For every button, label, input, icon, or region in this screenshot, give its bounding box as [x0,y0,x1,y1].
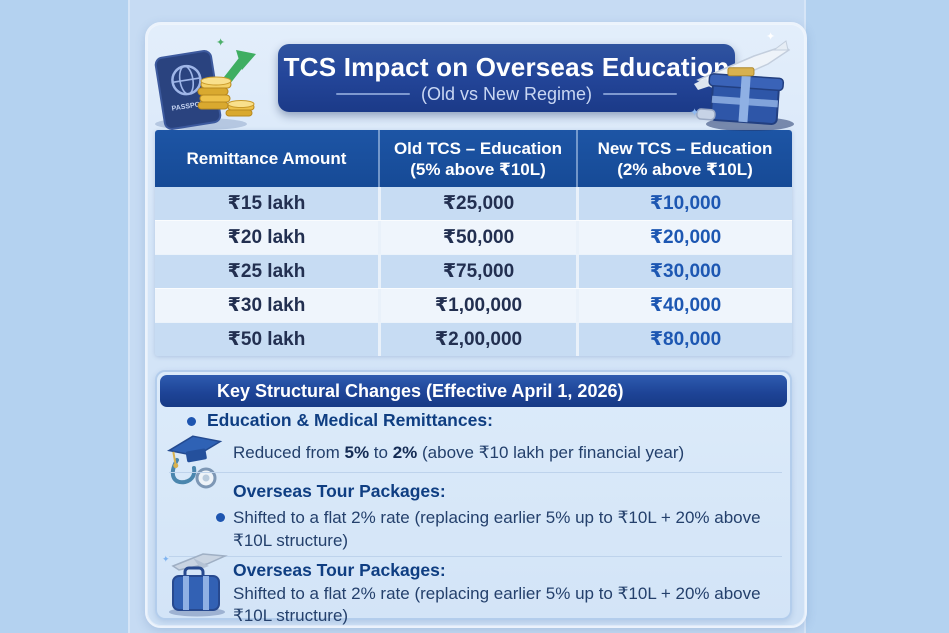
airplane-icon [171,553,228,571]
passport-coins-growth-arrow-icon: PASSPORT [154,50,256,130]
item1-old-rate: 5% [344,443,370,462]
cell-old-tcs: ₹1,00,000 [378,289,576,322]
cell-new-tcs: ₹10,000 [576,187,792,220]
cell-remittance: ₹50 lakh [227,329,306,350]
column-header-line: (5% above ₹10L) [410,159,546,179]
bullet-icon [187,417,196,426]
item1-new-rate: 2% [392,443,418,462]
table-row: ₹30 lakh ₹1,00,000 ₹40,000 [155,288,792,322]
key-changes-title: Key Structural Changes (Effective April … [217,380,624,401]
cell-remittance: ₹15 lakh [227,193,306,214]
cell-new-tcs: ₹80,000 [576,323,792,356]
key-structural-changes-box: Key Structural Changes (Effective April … [155,370,792,625]
column-header-line: (2% above ₹10L) [617,159,753,179]
page-title: TCS Impact on Overseas Education [283,51,730,82]
cell-old-tcs: ₹75,000 [378,255,576,288]
cell-new-tcs: ₹20,000 [576,221,792,254]
item1-text-part: (above ₹10 lakh per financial year) [417,443,685,462]
airplane-suitcase-icon: ✦ [162,553,228,617]
item2-heading: Overseas Tour Packages: [233,481,446,501]
airplane-giftbox-icon [694,40,794,131]
column-header-line: Old TCS – Education [393,138,563,158]
column-header-line: New TCS – Education [597,138,773,158]
tcs-comparison-table: Remittance Amount Old TCS – Education (5… [155,130,792,356]
column-header-line: Remittance Amount [186,149,347,168]
table-header-row: Remittance Amount Old TCS – Education (5… [155,130,792,187]
sparkle-icon: ✦ [690,107,700,119]
cell-old-tcs: ₹25,000 [378,187,576,220]
column-header-remittance: Remittance Amount [155,130,378,187]
item1-text-part: Reduced from [233,443,345,462]
item1-text: Reduced from 5% to 2% (above ₹10 lakh pe… [233,443,684,463]
subtitle-dash-right [603,93,678,96]
item2-text: Shifted to a flat 2% rate (replacing ear… [233,508,761,550]
table-row: ₹25 lakh ₹75,000 ₹30,000 [155,254,792,288]
table-row: ₹15 lakh ₹25,000 ₹10,000 [155,187,792,220]
column-header-old-tcs: Old TCS – Education (5% above ₹10L) [378,130,576,187]
coins-icon [197,76,255,117]
item3-text: Shifted to a flat 2% rate (replacing ear… [233,584,761,625]
item3-heading: Overseas Tour Packages: [233,560,446,580]
divider [169,556,782,557]
panel-edge-left [128,0,130,633]
subtitle-row: (Old vs New Regime) [335,84,678,105]
giftbox-icon [696,67,785,125]
suitcase-icon [169,566,225,617]
svg-text:✦: ✦ [162,554,170,564]
cell-new-tcs: ₹30,000 [576,255,792,288]
table-row: ₹50 lakh ₹2,00,000 ₹80,000 [155,322,792,356]
cell-new-tcs: ₹40,000 [576,289,792,322]
cell-remittance: ₹20 lakh [227,227,306,248]
page-subtitle: (Old vs New Regime) [420,84,593,105]
subtitle-dash-left [335,93,410,96]
item1-heading: Education & Medical Remittances: [207,410,493,430]
sparkle-icon: ✦ [216,37,226,49]
cell-old-tcs: ₹2,00,000 [378,323,576,356]
graduation-cap-stethoscope-icon [166,435,223,489]
cell-old-tcs: ₹50,000 [378,221,576,254]
table-row: ₹20 lakh ₹50,000 ₹20,000 [155,220,792,254]
cell-remittance: ₹30 lakh [227,295,306,316]
sparkle-icon: ✦ [766,31,776,43]
graduation-cap-icon [166,435,223,469]
bullet-icon [216,513,225,522]
divider [169,472,782,473]
title-banner: TCS Impact on Overseas Education (Old vs… [278,44,735,112]
item1-text-part: to [369,443,393,462]
key-changes-banner: Key Structural Changes (Effective April … [160,375,787,407]
column-header-new-tcs: New TCS – Education (2% above ₹10L) [576,130,792,187]
cell-remittance: ₹25 lakh [227,261,306,282]
